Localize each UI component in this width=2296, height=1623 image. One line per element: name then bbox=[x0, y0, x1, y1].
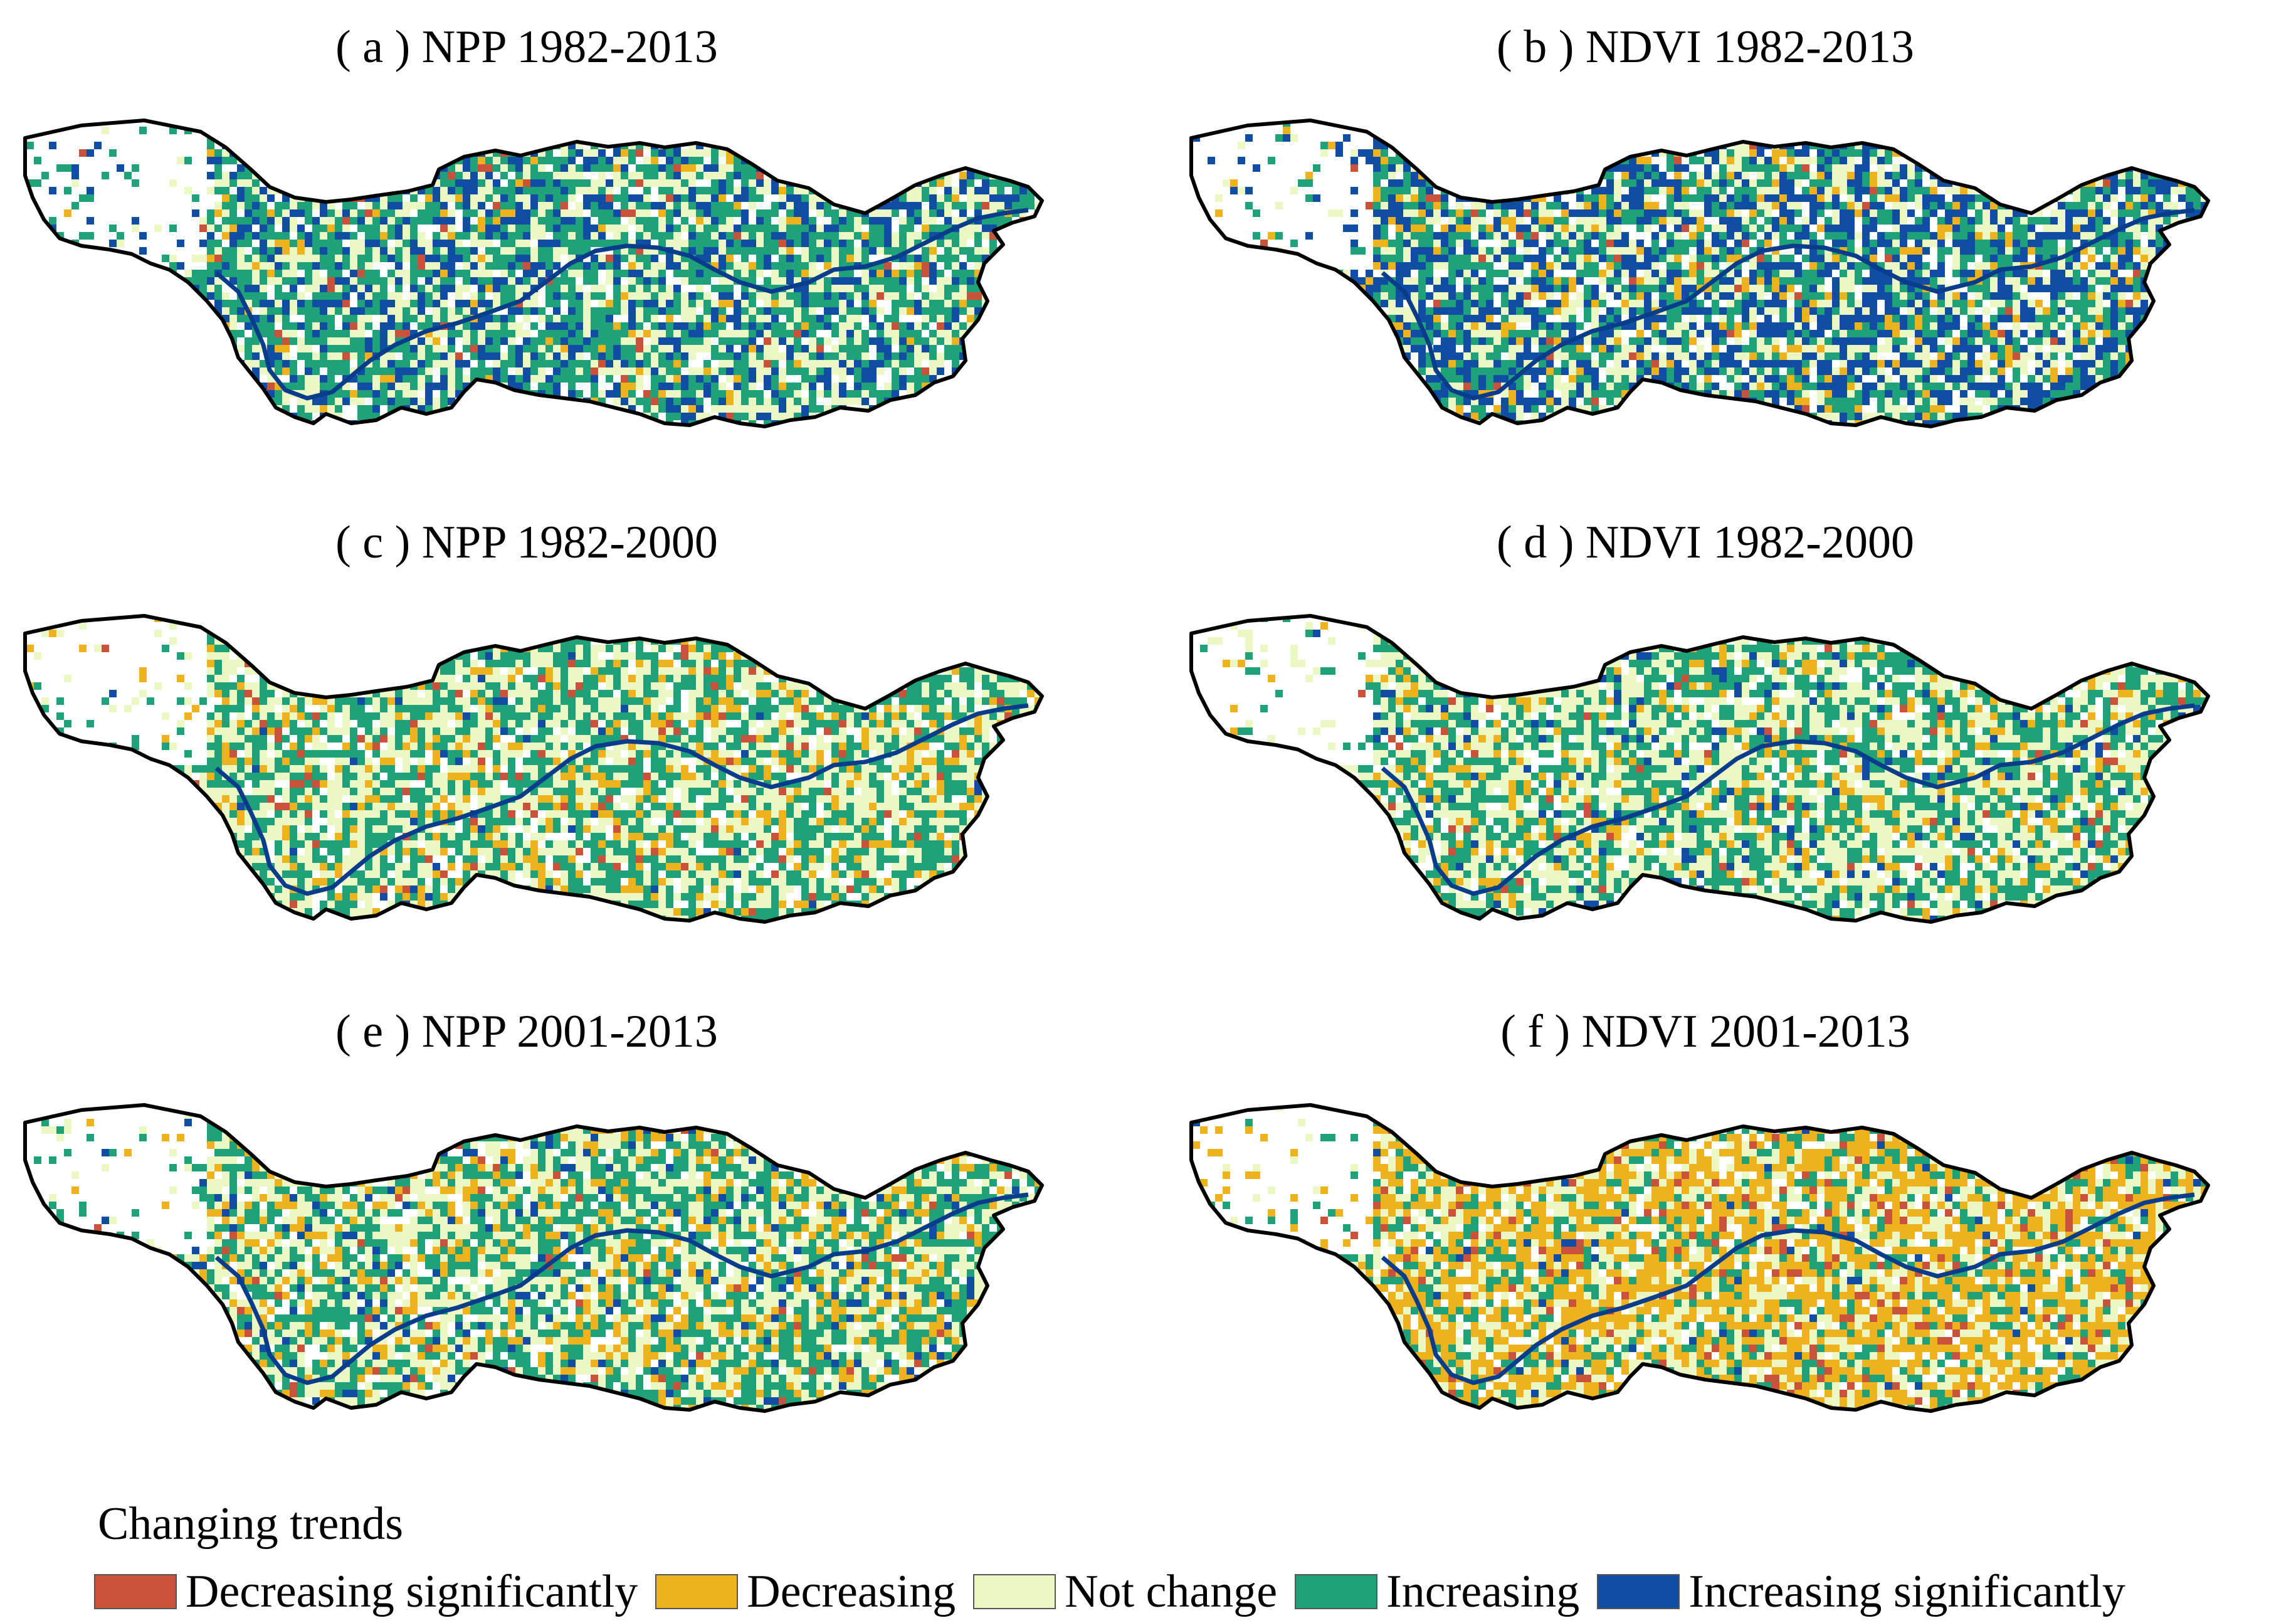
yangtze-river-line bbox=[1381, 703, 2195, 896]
basin-boundary bbox=[23, 1103, 1044, 1413]
basin-boundary bbox=[23, 614, 1044, 924]
yangtze-river-line bbox=[214, 1192, 1029, 1385]
swatch-decreasing-significantly bbox=[94, 1574, 177, 1609]
legend-item-increasing: Increasing bbox=[1295, 1563, 1579, 1620]
yangtze-river-line bbox=[1381, 208, 2195, 401]
panel-c: ( c ) NPP 1982-2000 bbox=[0, 514, 1129, 1028]
panel-e: ( e ) NPP 2001-2013 bbox=[0, 1003, 1129, 1518]
map-panel-e bbox=[23, 1103, 1044, 1413]
map-panel-a bbox=[23, 119, 1044, 428]
swatch-increasing bbox=[1295, 1574, 1378, 1609]
map-panel-f bbox=[1189, 1103, 2210, 1413]
basin-boundary bbox=[1189, 1103, 2210, 1413]
panel-b-title: ( b ) NDVI 1982-2013 bbox=[1141, 19, 2270, 75]
legend-item-decreasing: Decreasing bbox=[655, 1563, 956, 1620]
swatch-increasing-significantly bbox=[1597, 1574, 1680, 1609]
panel-a: ( a ) NPP 1982-2013 bbox=[0, 19, 1129, 533]
map-panel-d bbox=[1189, 614, 2210, 924]
legend-label-decreasing-significantly: Decreasing significantly bbox=[186, 1563, 638, 1620]
panel-c-title: ( c ) NPP 1982-2000 bbox=[0, 514, 1091, 571]
yangtze-river-line bbox=[1381, 1192, 2195, 1385]
legend-label-not-change: Not change bbox=[1065, 1563, 1277, 1620]
legend-label-increasing-significantly: Increasing significantly bbox=[1688, 1563, 2125, 1620]
trend-raster bbox=[25, 1105, 1042, 1411]
swatch-not-change bbox=[973, 1574, 1056, 1609]
panel-f-title: ( f ) NDVI 2001-2013 bbox=[1141, 1003, 2270, 1060]
legend: Changing trends Decreasing significantly… bbox=[94, 1496, 2288, 1621]
legend-item-increasing-significantly: Increasing significantly bbox=[1597, 1563, 2125, 1620]
legend-items: Decreasing significantly Decreasing Not … bbox=[94, 1563, 2143, 1620]
yangtze-river-line bbox=[214, 703, 1029, 896]
legend-item-decreasing-significantly: Decreasing significantly bbox=[94, 1563, 638, 1620]
panel-a-title: ( a ) NPP 1982-2013 bbox=[0, 19, 1091, 75]
yangtze-river-line bbox=[214, 208, 1029, 401]
panel-e-title: ( e ) NPP 2001-2013 bbox=[0, 1003, 1091, 1060]
basin-boundary bbox=[23, 119, 1044, 428]
legend-item-not-change: Not change bbox=[973, 1563, 1277, 1620]
panel-d: ( d ) NDVI 1982-2000 bbox=[1166, 514, 2295, 1028]
panel-b: ( b ) NDVI 1982-2013 bbox=[1166, 19, 2295, 533]
swatch-decreasing bbox=[655, 1574, 739, 1609]
map-panel-b bbox=[1189, 119, 2210, 428]
legend-title: Changing trends bbox=[98, 1496, 403, 1552]
panel-f: ( f ) NDVI 2001-2013 bbox=[1166, 1003, 2295, 1518]
basin-boundary bbox=[1189, 614, 2210, 924]
panel-d-title: ( d ) NDVI 1982-2000 bbox=[1141, 514, 2270, 571]
basin-boundary bbox=[1189, 119, 2210, 428]
legend-label-decreasing: Decreasing bbox=[747, 1563, 956, 1620]
legend-label-increasing: Increasing bbox=[1386, 1563, 1579, 1620]
map-panel-c bbox=[23, 614, 1044, 924]
